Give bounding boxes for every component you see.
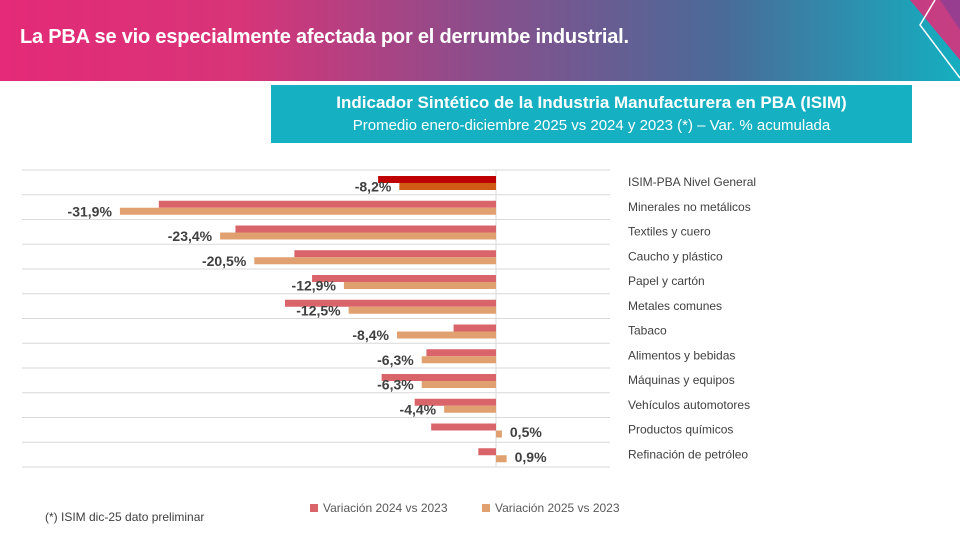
category-label: Vehículos automotores xyxy=(628,398,750,412)
data-label: -23,4% xyxy=(168,228,213,244)
category-label: Textiles y cuero xyxy=(628,225,711,239)
category-label: ISIM-PBA Nivel General xyxy=(628,175,756,189)
legend-label: Variación 2025 vs 2023 xyxy=(495,501,620,515)
chart-subtitle: Promedio enero-diciembre 2025 vs 2024 y … xyxy=(352,117,831,134)
data-label: -8,4% xyxy=(352,327,389,343)
bar-2025 xyxy=(421,356,496,364)
bar-2025 xyxy=(220,232,496,240)
category-label: Metales comunes xyxy=(628,299,722,313)
data-label: 0,5% xyxy=(510,424,542,440)
category-label: Refinación de petróleo xyxy=(628,447,748,461)
category-label: Minerales no metálicos xyxy=(628,200,751,214)
bar-2025 xyxy=(343,282,496,289)
bar-2024 xyxy=(381,374,496,381)
category-label: Tabaco xyxy=(628,324,667,338)
data-label: -12,9% xyxy=(292,278,337,294)
data-label: 0,9% xyxy=(515,449,547,465)
legend-item-2024: Variación 2024 vs 2023 xyxy=(310,501,448,515)
data-label: -6,3% xyxy=(377,352,414,368)
category-label: Máquinas y equipos xyxy=(628,373,735,387)
bar-2024 xyxy=(378,176,496,183)
data-label: -6,3% xyxy=(377,377,414,393)
bar-2024 xyxy=(312,275,496,282)
data-label: -12,5% xyxy=(296,302,341,318)
category-label: Alimentos y bebidas xyxy=(628,348,735,362)
legend-swatch xyxy=(482,504,490,512)
category-label: Productos químicos xyxy=(628,423,733,437)
bar-2024 xyxy=(414,398,496,406)
bar-2024 xyxy=(453,324,496,332)
legend-swatch xyxy=(310,504,318,512)
bar-2024 xyxy=(158,200,496,208)
bar-2024 xyxy=(235,225,497,233)
bar-2024 xyxy=(426,349,496,357)
bar-2024 xyxy=(478,448,496,456)
bar-2025 xyxy=(254,257,496,265)
category-label: Caucho y plástico xyxy=(628,249,723,263)
page-title: La PBA se vio especialmente afectada por… xyxy=(20,26,629,48)
bar-2025 xyxy=(119,207,497,215)
bar-2025 xyxy=(348,306,496,314)
data-label: -31,9% xyxy=(68,203,113,219)
header-banner: La PBA se vio especialmente afectada por… xyxy=(0,0,960,81)
bar-2025 xyxy=(396,331,496,339)
data-label: -4,4% xyxy=(400,401,437,417)
bar-2024 xyxy=(294,250,496,258)
legend-item-2025: Variación 2025 vs 2023 xyxy=(482,501,620,515)
corner-decoration-icon xyxy=(910,0,960,79)
data-label: -20,5% xyxy=(202,253,247,269)
bar-2025 xyxy=(421,381,496,388)
legend-label: Variación 2024 vs 2023 xyxy=(323,501,448,515)
bar-2025 xyxy=(444,405,496,413)
chart-title: Indicador Sintético de la Industria Manu… xyxy=(336,93,847,112)
category-label: Papel y cartón xyxy=(628,274,705,288)
footnote: (*) ISIM dic-25 dato preliminar xyxy=(45,510,205,524)
chart-title-box: Indicador Sintético de la Industria Manu… xyxy=(271,85,912,143)
bar-2025 xyxy=(496,455,507,463)
data-label: -8,2% xyxy=(355,179,392,195)
bar-2024 xyxy=(284,299,496,307)
bar-2024 xyxy=(431,423,496,431)
bar-2025 xyxy=(496,430,502,438)
bar-2025 xyxy=(399,183,496,190)
